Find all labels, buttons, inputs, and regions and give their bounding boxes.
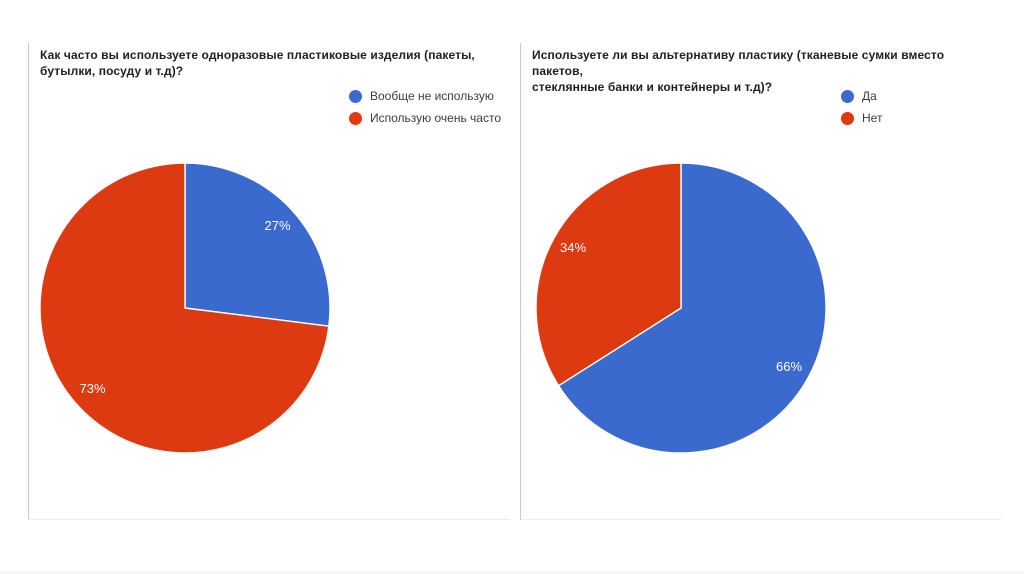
legend-color-dot-icon	[349, 111, 362, 125]
pie-slice	[535, 162, 682, 387]
legend-label: Использую очень часто	[370, 111, 501, 125]
legend-color-dot-icon	[841, 111, 854, 125]
legend-label: Вообще не использую	[370, 89, 494, 103]
chart-title: Используете ли вы альтернативу пластику …	[532, 47, 994, 95]
pie-percent-label: 34%	[560, 240, 586, 255]
chart-title-line: бутылки, посуду и т.д)?	[40, 64, 184, 78]
pie-percent-label: 27%	[264, 218, 290, 233]
pie-chart-svg: 27% 73%	[39, 162, 331, 454]
legend-item: Вообще не использую	[349, 89, 501, 103]
chart-card-plastic-alternatives: Используете ли вы альтернативу пластику …	[520, 43, 1002, 520]
pie-chart: 27% 73%	[38, 161, 332, 455]
pie-percent-label: 66%	[776, 359, 802, 374]
pie-percent-label: 73%	[79, 381, 105, 396]
chart-title-line: стеклянные банки и контейнеры и т.д)?	[532, 80, 773, 94]
chart-legend: Вообще не использую Использую очень часто	[349, 89, 501, 125]
chart-title: Как часто вы используете одноразовые пла…	[40, 47, 502, 79]
chart-title-line: Используете ли вы альтернативу пластику …	[532, 48, 945, 78]
slide-bottom-edge	[0, 571, 1024, 574]
chart-card-plastic-usage-frequency: Как часто вы используете одноразовые пла…	[28, 43, 510, 520]
legend-label: Нет	[862, 111, 883, 125]
legend-item: Использую очень часто	[349, 111, 501, 125]
chart-legend: Да Нет	[841, 89, 882, 125]
legend-item: Нет	[841, 111, 882, 125]
pie-chart-svg: 66% 34%	[535, 162, 827, 454]
chart-title-line: Как часто вы используете одноразовые пла…	[40, 48, 475, 62]
legend-color-dot-icon	[349, 89, 362, 103]
legend-item: Да	[841, 89, 882, 103]
pie-slice	[557, 162, 827, 454]
legend-label: Да	[862, 89, 877, 103]
pie-chart: 66% 34%	[534, 161, 828, 455]
pie-slice	[184, 162, 331, 327]
pie-slice	[39, 162, 330, 454]
legend-color-dot-icon	[841, 89, 854, 103]
